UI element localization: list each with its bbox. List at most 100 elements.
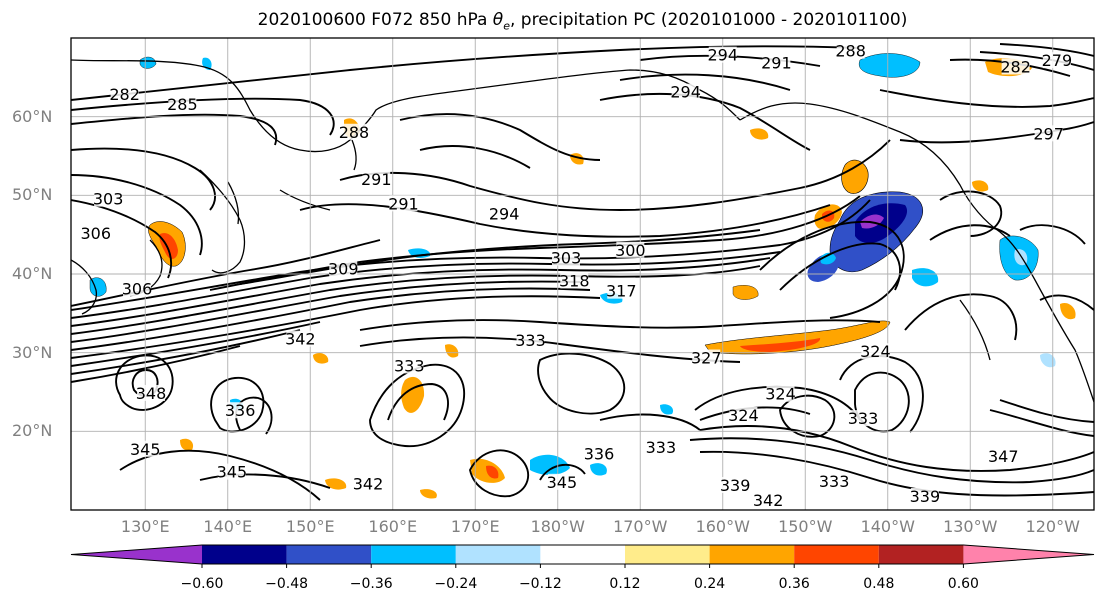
contour-label-bg [1001,58,1030,75]
latitude-label: 20°N [12,421,53,441]
contour-label: 291 [388,194,419,213]
contour-label: 306 [80,224,111,243]
contour-label: 333 [646,438,677,457]
colorbar-tick-label: −0.60 [180,576,224,592]
longitude-label: 160°W [695,517,750,536]
contour-label-bg [329,260,358,277]
contour-label: 297 [1033,124,1064,143]
contour-label: 336 [584,445,615,464]
contour-label-bg [766,385,795,402]
contour-label-bg [729,406,758,423]
contour-label-bg [607,282,636,299]
colorbar-tick-label: −0.36 [349,576,393,592]
contour-label: 342 [285,330,316,349]
contour-label-bg [692,349,721,366]
contour-label-bg [226,402,255,419]
colorbar-tick-label: 0.24 [694,576,726,592]
contour-label: 318 [559,271,590,290]
longitude-label: 120°W [1025,517,1080,536]
longitude-label: 180°W [530,517,585,536]
latitude-label: 50°N [12,185,53,205]
contour-label-bg [585,445,613,462]
contour-label-bg [339,123,368,140]
longitude-label: 150°E [285,517,335,536]
contour-label: 333 [394,356,425,375]
contour-label: 336 [225,401,256,420]
contour-label: 303 [551,249,582,268]
contour-label-bg [123,280,151,297]
longitude-label: 170°E [450,517,500,536]
contour-label: 288 [339,123,370,142]
contour-label-bg [395,357,424,374]
lat-lon-grid [71,38,1094,510]
contour-label-bg [1042,52,1071,69]
contour-label-bg [989,447,1018,464]
contour-label: 303 [93,190,124,209]
colorbar-tick-label: 0.48 [863,576,895,592]
theta-symbol: θ [492,10,504,30]
contour-label-bg [547,473,576,490]
longitude-label: 170°W [613,517,668,536]
longitude-label: 130°W [943,517,998,536]
theta-subscript: e [503,19,510,33]
colorbar-tick-label: 0.36 [778,576,810,592]
colorbar-tick-label: −0.12 [518,576,562,592]
contour-label: 333 [848,409,879,428]
contour-label: 324 [860,342,891,361]
contour-label-bg [217,463,246,480]
contour-label-bg [110,86,139,102]
latitude-label: 40°N [12,264,53,283]
contour-label: 342 [753,491,784,510]
colorbar-segment [794,545,879,564]
contour-label: 327 [691,349,722,368]
contour-label-bg [168,96,197,113]
contour-label: 294 [670,83,701,102]
contour-label: 339 [910,487,941,506]
colorbar-segment [625,545,710,564]
contour-label-bg [671,83,700,100]
contour-label: 324 [728,406,759,425]
contour-label-bg [849,410,877,427]
contour-label-bg [552,249,580,266]
contour-label-bg [861,343,890,360]
contour-label: 294 [707,46,738,65]
contour-label: 324 [765,385,796,404]
colorbar-tick-label: −0.24 [434,576,478,592]
contour-label: 294 [489,205,520,224]
contour-label-bg [820,473,849,490]
contour-label-bg [708,46,737,63]
contour-label: 291 [361,170,392,189]
contour-label-bg [389,195,418,212]
contour-label: 345 [547,473,578,492]
latitude-label: 30°N [12,342,53,362]
contour-label-bg [646,439,675,456]
colorbar-segment [371,545,456,564]
longitude-label: 140°W [860,517,915,536]
colorbar-segment [455,545,541,564]
contour-label-bg [836,42,865,59]
contour-label-bg [754,491,783,508]
contour-label-bg [910,487,939,504]
colorbar-extend-low [71,545,202,564]
longitude-label: 130°E [120,517,170,536]
contour-label: 279 [1042,51,1073,70]
latitude-label: 60°N [12,106,53,126]
contour-label: 309 [328,260,359,279]
contour-label: 285 [167,95,198,114]
theta-e-contours [71,43,1094,501]
contour-label: 317 [606,282,637,301]
contour-label-bg [131,440,160,457]
colorbar-segment [709,545,795,564]
figure-title: 2020100600 F072 850 hPa θe, precipitatio… [257,10,908,33]
colorbar-segment [286,545,372,564]
contour-label-bg [137,384,166,401]
colorbar-tick-label: −0.48 [265,576,309,592]
contour-label-bg [721,476,750,493]
colorbar-tick-label: 0.60 [947,576,979,592]
contour-label-bg [560,272,589,289]
contour-label: 306 [122,279,153,298]
contour-label: 282 [109,85,140,104]
map-frame [70,37,1095,511]
contour-label: 345 [217,463,248,482]
